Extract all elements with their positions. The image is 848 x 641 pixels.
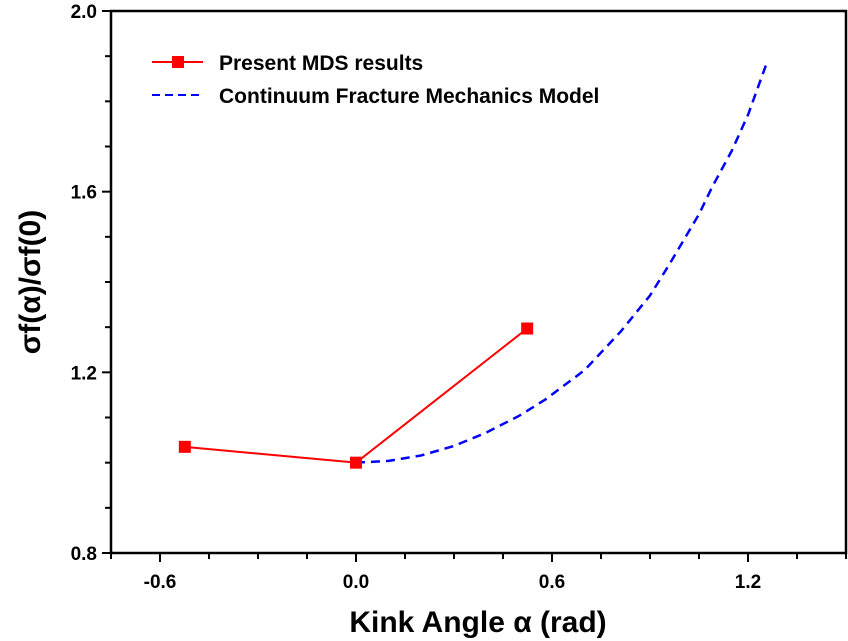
series-mds-segment [184,445,357,464]
x-tick-label: 0.6 [539,572,565,593]
legend-model-label: Continuum Fracture Mechanics Model [219,85,599,108]
x-tick-label: 1.2 [735,572,761,593]
x-axis-title: Kink Angle α (rad) [349,606,606,639]
y-tick-label: 1.2 [71,363,97,384]
series-model-line [355,64,768,464]
series-layer [178,64,768,469]
y-tick-label: 1.6 [71,183,97,204]
legend-mds-label: Present MDS results [219,52,423,75]
legend-item-mds: Present MDS results [152,52,423,75]
x-tick-label: 0.0 [343,572,369,593]
series-mds-point [521,322,534,335]
x-tick-label: -0.6 [144,572,177,593]
series-mds-point [350,456,362,469]
x-axis: -0.6 0.0 0.6 1.2 [110,553,847,593]
legend: Present MDS results Continuum Fracture M… [152,52,599,108]
legend-item-model: Continuum Fracture Mechanics Model [152,85,599,108]
y-tick-label: 2.0 [71,2,97,23]
y-axis: 0.8 1.2 1.6 2.0 [71,2,111,565]
y-axis-title: σf(α)/σf(0) [14,210,47,354]
series-mds-point [178,440,191,453]
legend-mds-marker [172,56,184,68]
series-mds-segment [355,327,528,464]
y-tick-label: 0.8 [71,544,97,565]
